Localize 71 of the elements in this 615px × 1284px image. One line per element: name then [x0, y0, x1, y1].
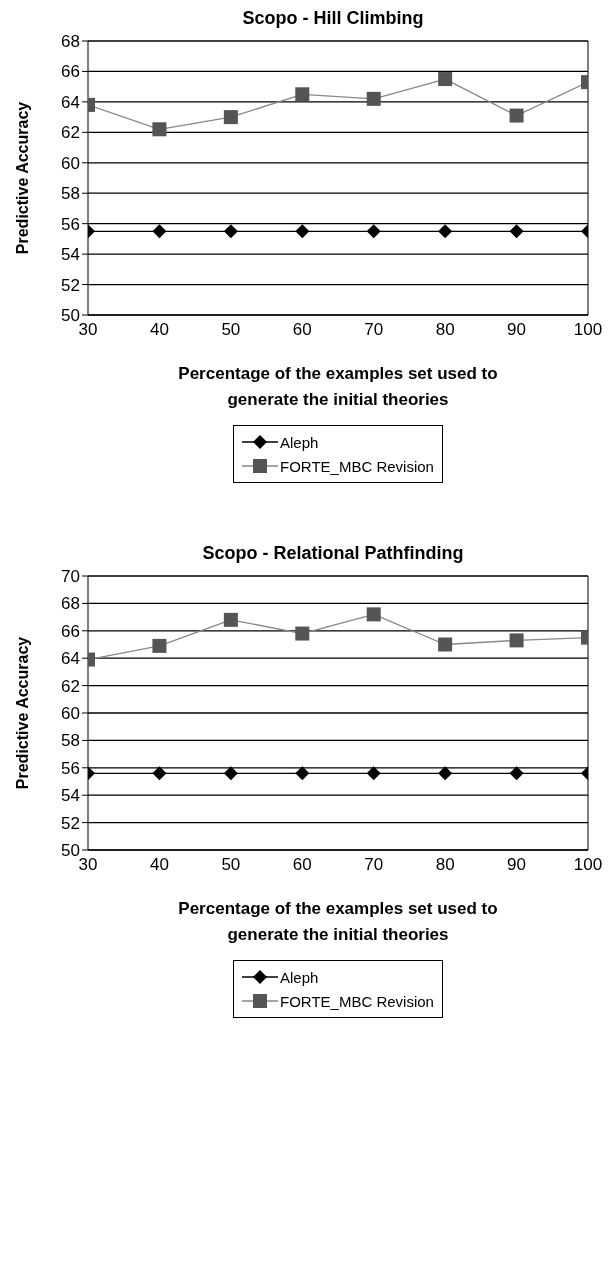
point	[509, 766, 524, 781]
x-tick-label: 40	[149, 855, 169, 875]
x-tick-label: 30	[78, 855, 98, 875]
point	[438, 637, 453, 652]
y-tick-label: 64	[61, 92, 80, 112]
point	[366, 91, 381, 106]
legend-label: FORTE_MBC Revision	[280, 992, 434, 1010]
x-tick-label: 80	[435, 320, 455, 340]
point	[366, 607, 381, 622]
x-tick-label: 80	[435, 855, 455, 875]
y-axis-title: Predictive Accuracy	[13, 636, 31, 790]
point	[152, 638, 167, 653]
y-tick-label: 60	[61, 704, 80, 724]
point	[223, 766, 238, 781]
y-tick-label: 56	[61, 214, 80, 234]
point	[509, 633, 524, 648]
point	[438, 766, 453, 781]
y-tick-label: 62	[61, 123, 80, 143]
y-tick-label: 68	[61, 32, 80, 52]
point	[366, 224, 381, 239]
x-tick-label: 60	[292, 855, 312, 875]
point	[295, 224, 310, 239]
y-tick-label: 58	[61, 184, 80, 204]
x-tick-label: 70	[364, 320, 384, 340]
y-tick-label: 56	[61, 758, 80, 778]
point	[152, 122, 167, 137]
x-tick-label: 50	[221, 320, 241, 340]
x-tick-label: 40	[149, 320, 169, 340]
point	[223, 110, 238, 125]
x-tick-label: 60	[292, 320, 312, 340]
y-tick-label: 54	[61, 786, 80, 806]
point	[223, 612, 238, 627]
point	[438, 72, 453, 87]
y-tick-label: 66	[61, 62, 80, 82]
y-tick-label: 52	[61, 275, 80, 295]
y-tick-label: 66	[61, 621, 80, 641]
x-tick-label: 100	[573, 855, 603, 875]
y-tick-label: 50	[61, 841, 80, 861]
y-tick-label: 68	[61, 594, 80, 614]
point	[295, 626, 310, 641]
y-tick-label: 50	[61, 306, 80, 326]
x-tick-label: 100	[573, 320, 603, 340]
x-axis-title: Percentage of the examples set used to generate the initial theories	[177, 363, 499, 411]
chart-title: Scopo - Hill Climbing	[241, 8, 425, 29]
y-tick-label: 52	[61, 813, 80, 833]
x-tick-label: 50	[221, 855, 241, 875]
y-tick-label: 64	[61, 649, 80, 669]
chart-title: Scopo - Relational Pathfinding	[201, 543, 465, 564]
y-axis-title: Predictive Accuracy	[13, 101, 31, 255]
x-axis-title: Percentage of the examples set used to generate the initial theories	[177, 898, 499, 946]
x-tick-label: 30	[78, 320, 98, 340]
legend-label: FORTE_MBC Revision	[280, 457, 434, 475]
point	[509, 108, 524, 123]
point	[295, 766, 310, 781]
y-tick-label: 62	[61, 676, 80, 696]
x-tick-label: 70	[364, 855, 384, 875]
point	[295, 87, 310, 102]
point	[152, 766, 167, 781]
point	[438, 224, 453, 239]
point	[509, 224, 524, 239]
point	[152, 224, 167, 239]
y-tick-label: 54	[61, 245, 80, 265]
y-tick-label: 70	[61, 567, 80, 587]
x-tick-label: 90	[507, 855, 527, 875]
point	[223, 224, 238, 239]
x-tick-label: 90	[507, 320, 527, 340]
legend-label: Aleph	[280, 968, 319, 986]
y-tick-label: 60	[61, 153, 80, 173]
legend-label: Aleph	[280, 433, 319, 451]
point	[366, 766, 381, 781]
y-tick-label: 58	[61, 731, 80, 751]
